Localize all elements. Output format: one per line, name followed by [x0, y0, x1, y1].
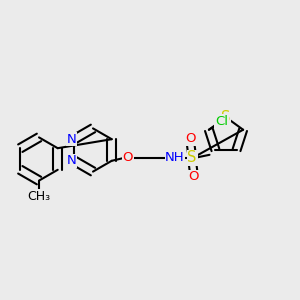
Text: O: O — [188, 170, 199, 184]
Text: NH: NH — [165, 151, 185, 164]
Text: CH₃: CH₃ — [27, 190, 51, 203]
Text: O: O — [123, 151, 133, 164]
Text: S: S — [221, 110, 231, 125]
Text: N: N — [67, 154, 77, 167]
Text: O: O — [185, 132, 196, 145]
Text: Cl: Cl — [215, 115, 228, 128]
Text: S: S — [188, 150, 197, 165]
Text: N: N — [67, 133, 77, 146]
